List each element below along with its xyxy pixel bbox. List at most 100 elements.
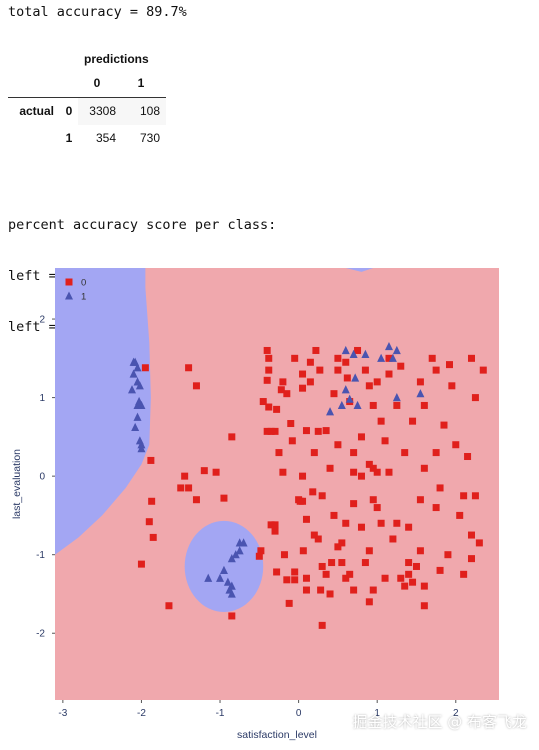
point-class-0 <box>397 574 405 582</box>
point-class-0 <box>145 518 153 526</box>
decision-boundary-chart: -3 -2 -1 0 1 2210-1-2satisfaction_levellast_e… <box>11 268 499 741</box>
point-class-1 <box>384 341 393 351</box>
point-class-1 <box>227 554 236 563</box>
point-class-0 <box>302 515 310 523</box>
point-class-0 <box>137 560 145 568</box>
axes: -3 -2 -1 0 1 2 2 1 0 -1 -2 satisfaction_level last_e… <box>11 315 459 741</box>
point-class-1 <box>345 394 354 403</box>
watermark: 掘金技术社区 @ 布客飞龙 <box>352 713 527 731</box>
point-class-0 <box>306 358 314 366</box>
point-class-0 <box>365 460 373 468</box>
point-class-0 <box>452 441 460 449</box>
point-class-0 <box>263 376 271 384</box>
point-class-0 <box>200 467 208 475</box>
point-class-0 <box>456 511 464 519</box>
point-class-0 <box>409 578 417 586</box>
point-class-0 <box>373 504 381 512</box>
point-class-0 <box>357 472 365 480</box>
point-class-1 <box>135 381 144 390</box>
point-class-0 <box>177 484 185 492</box>
point-class-0 <box>420 464 428 472</box>
point-class-0 <box>357 523 365 531</box>
point-class-0 <box>185 364 193 372</box>
point-class-0 <box>350 586 358 594</box>
point-class-0 <box>467 555 475 563</box>
table-row: actual 0 3308 108 <box>8 97 166 125</box>
point-class-1 <box>133 412 142 421</box>
point-class-0 <box>343 374 351 382</box>
y-tick-label: -2 <box>36 629 45 640</box>
point-class-0 <box>467 531 475 539</box>
point-class-0 <box>401 582 409 590</box>
point-class-0 <box>440 421 448 429</box>
point-class-0 <box>306 378 314 386</box>
cell-0-0: 3308 <box>78 97 122 125</box>
confusion-matrix-table: predictions 0 1 actual 0 3308 108 1 354 … <box>8 48 166 152</box>
point-class-0 <box>299 472 307 480</box>
point-class-0 <box>420 582 428 590</box>
point-class-0 <box>464 453 472 461</box>
point-class-0 <box>385 370 393 378</box>
point-class-0 <box>334 366 342 374</box>
point-class-1 <box>388 353 397 362</box>
point-class-0 <box>318 562 326 570</box>
point-class-0 <box>299 547 307 555</box>
point-class-1 <box>361 349 370 358</box>
point-class-0 <box>330 511 338 519</box>
point-class-0 <box>334 441 342 449</box>
point-class-1 <box>131 422 140 432</box>
legend-label-0: 0 <box>81 278 86 289</box>
point-class-0 <box>310 531 318 539</box>
point-class-0 <box>318 621 326 629</box>
point-class-0 <box>288 437 296 445</box>
point-class-0 <box>280 551 288 559</box>
decision-regions <box>55 268 499 700</box>
point-class-0 <box>479 366 487 374</box>
point-class-0 <box>273 405 281 413</box>
point-class-0 <box>147 456 155 464</box>
point-class-0 <box>271 427 279 435</box>
point-class-0 <box>291 576 299 584</box>
point-class-0 <box>310 449 318 457</box>
x-tick-label: -2 <box>137 708 146 719</box>
legend-marker-0 <box>65 278 73 286</box>
point-class-0 <box>416 547 424 555</box>
point-class-0 <box>467 354 475 362</box>
x-tick-label: 2 <box>453 708 459 719</box>
point-class-0 <box>228 612 236 620</box>
point-class-0 <box>220 494 228 502</box>
point-class-1 <box>341 345 350 355</box>
point-class-0 <box>291 568 299 576</box>
point-class-0 <box>330 390 338 398</box>
point-class-0 <box>277 386 285 394</box>
point-class-0 <box>444 551 452 559</box>
point-class-1 <box>239 538 248 547</box>
x-tick-label: 0 <box>296 708 302 719</box>
point-class-0 <box>385 354 393 362</box>
point-class-0 <box>432 449 440 457</box>
point-class-0 <box>397 362 405 370</box>
cell-1-0: 354 <box>78 125 122 152</box>
point-class-0 <box>326 464 334 472</box>
point-class-0 <box>354 346 362 354</box>
point-class-0 <box>309 488 317 496</box>
point-class-1 <box>341 385 350 394</box>
point-class-0 <box>271 527 279 535</box>
point-class-1 <box>128 385 137 394</box>
point-class-0 <box>401 449 409 457</box>
y-tick-label: -1 <box>36 550 45 561</box>
point-class-0 <box>259 398 267 406</box>
row-label-1: 1 <box>60 125 78 152</box>
point-class-0 <box>393 519 401 527</box>
x-tick-label: -1 <box>216 708 225 719</box>
point-class-0 <box>322 570 330 578</box>
point-class-1 <box>349 349 358 358</box>
point-class-0 <box>381 437 389 445</box>
point-class-0 <box>255 552 263 560</box>
point-class-0 <box>287 420 295 428</box>
region-class-1-polygon <box>345 268 374 272</box>
point-class-0 <box>471 394 479 402</box>
point-class-1 <box>353 400 362 410</box>
point-class-0 <box>302 574 310 582</box>
point-class-0 <box>393 401 401 409</box>
